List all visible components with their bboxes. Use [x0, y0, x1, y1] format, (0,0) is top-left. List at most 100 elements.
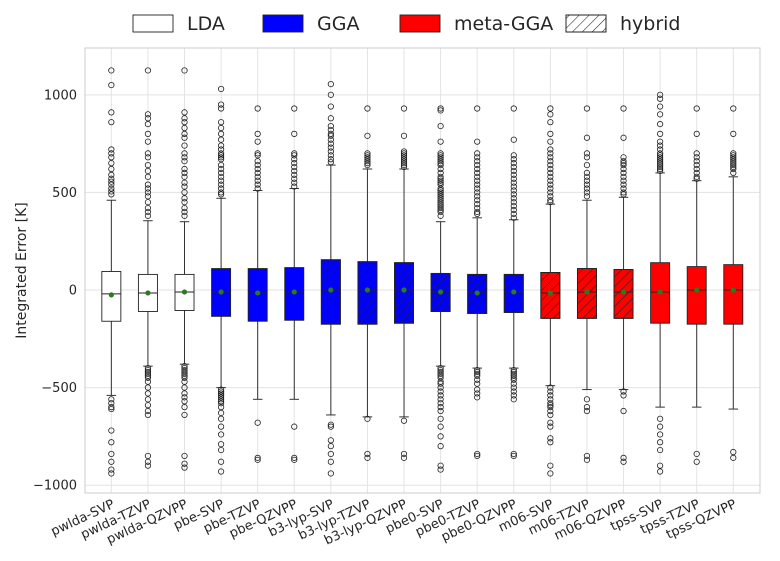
flier-point	[327, 421, 334, 428]
flier-point	[108, 154, 115, 161]
flier-point	[547, 407, 554, 415]
flier-point	[217, 390, 225, 397]
flier-point	[181, 158, 188, 165]
legend: LDA GGA meta-GGA hybrid	[132, 13, 681, 35]
flier-point	[474, 189, 481, 196]
flier-point	[583, 456, 591, 463]
flier-point	[327, 437, 334, 444]
flier-point	[291, 167, 298, 175]
flier-point	[400, 454, 408, 461]
flier-point	[657, 130, 664, 137]
flier-point	[657, 167, 664, 175]
flier-point	[437, 407, 444, 415]
mean-marker	[730, 287, 736, 293]
flier-point	[108, 439, 115, 446]
flier-point	[510, 388, 517, 395]
flier-point	[437, 404, 444, 411]
flier-point	[364, 150, 371, 157]
flier-point	[657, 158, 664, 165]
mean-marker	[181, 289, 188, 295]
flier-point	[144, 411, 152, 419]
flier-point	[620, 105, 627, 112]
y-axis: −1000 −500 0 500 1000	[33, 88, 77, 493]
flier-point	[474, 193, 481, 200]
legend-item-meta: meta-GGA	[399, 13, 553, 35]
flier-point	[547, 400, 554, 407]
flier-point	[108, 405, 115, 413]
flier-point	[437, 154, 444, 161]
flier-point	[217, 105, 225, 112]
mean-marker	[108, 292, 114, 298]
flier-point	[217, 431, 225, 438]
flier-point	[291, 160, 298, 167]
flier-point	[474, 394, 481, 401]
flier-point	[693, 173, 700, 180]
flier-point	[144, 185, 152, 192]
flier-point	[657, 165, 664, 173]
flier-point	[510, 183, 517, 190]
flier-point	[730, 160, 737, 167]
flier-point	[217, 154, 225, 161]
box-m06-TZVP	[576, 105, 597, 463]
flier-point	[254, 138, 261, 145]
flier-point	[583, 407, 591, 415]
flier-point	[437, 138, 444, 145]
flier-point	[181, 398, 188, 405]
flier-point	[510, 167, 517, 175]
flier-point	[181, 150, 188, 157]
flier-point	[108, 458, 115, 465]
flier-point	[254, 456, 261, 463]
flier-point	[620, 169, 627, 177]
flier-point	[400, 160, 408, 167]
flier-point	[437, 433, 444, 440]
flier-point	[657, 468, 664, 475]
flier-point	[510, 392, 517, 399]
box-m06-SVP	[540, 105, 561, 477]
flier-point	[400, 450, 408, 458]
flier-point	[693, 130, 700, 137]
flier-point	[474, 154, 481, 161]
flier-point	[108, 178, 115, 185]
box-tpss-TZVP	[686, 105, 707, 465]
flier-point	[547, 411, 554, 419]
flier-point	[181, 130, 188, 137]
flier-point	[217, 404, 225, 411]
flier-point	[437, 177, 444, 184]
flier-point	[547, 470, 554, 477]
flier-point	[437, 378, 444, 385]
flier-point	[620, 454, 627, 461]
flier-point	[108, 109, 115, 116]
flier-point	[437, 169, 444, 177]
flier-point	[547, 396, 554, 403]
mean-marker	[584, 289, 590, 295]
flier-point	[657, 162, 664, 169]
flier-point	[181, 124, 188, 132]
flier-point	[181, 411, 188, 419]
legend-swatch	[132, 14, 174, 33]
flier-point	[327, 132, 334, 139]
box-pbe-SVP	[211, 85, 232, 475]
flier-point	[254, 169, 261, 177]
flier-point	[144, 370, 152, 378]
flier-point	[620, 165, 627, 173]
flier-point	[510, 210, 517, 217]
flier-point	[657, 142, 664, 149]
plot-background	[85, 48, 760, 493]
flier-point	[327, 470, 334, 477]
flier-point	[108, 67, 115, 74]
flier-point	[217, 388, 225, 395]
box-tpss-SVP	[650, 91, 671, 475]
box-hatch	[357, 261, 378, 325]
flier-point	[547, 199, 554, 206]
flier-point	[510, 152, 517, 159]
flier-point	[327, 126, 334, 134]
mean-marker	[438, 289, 444, 295]
flier-point	[510, 191, 517, 198]
flier-point	[730, 454, 737, 461]
flier-point	[217, 392, 225, 399]
flier-point	[547, 130, 554, 137]
flier-point	[547, 439, 554, 446]
flier-point	[327, 122, 334, 130]
flier-point	[510, 450, 517, 458]
flier-point	[510, 370, 517, 378]
